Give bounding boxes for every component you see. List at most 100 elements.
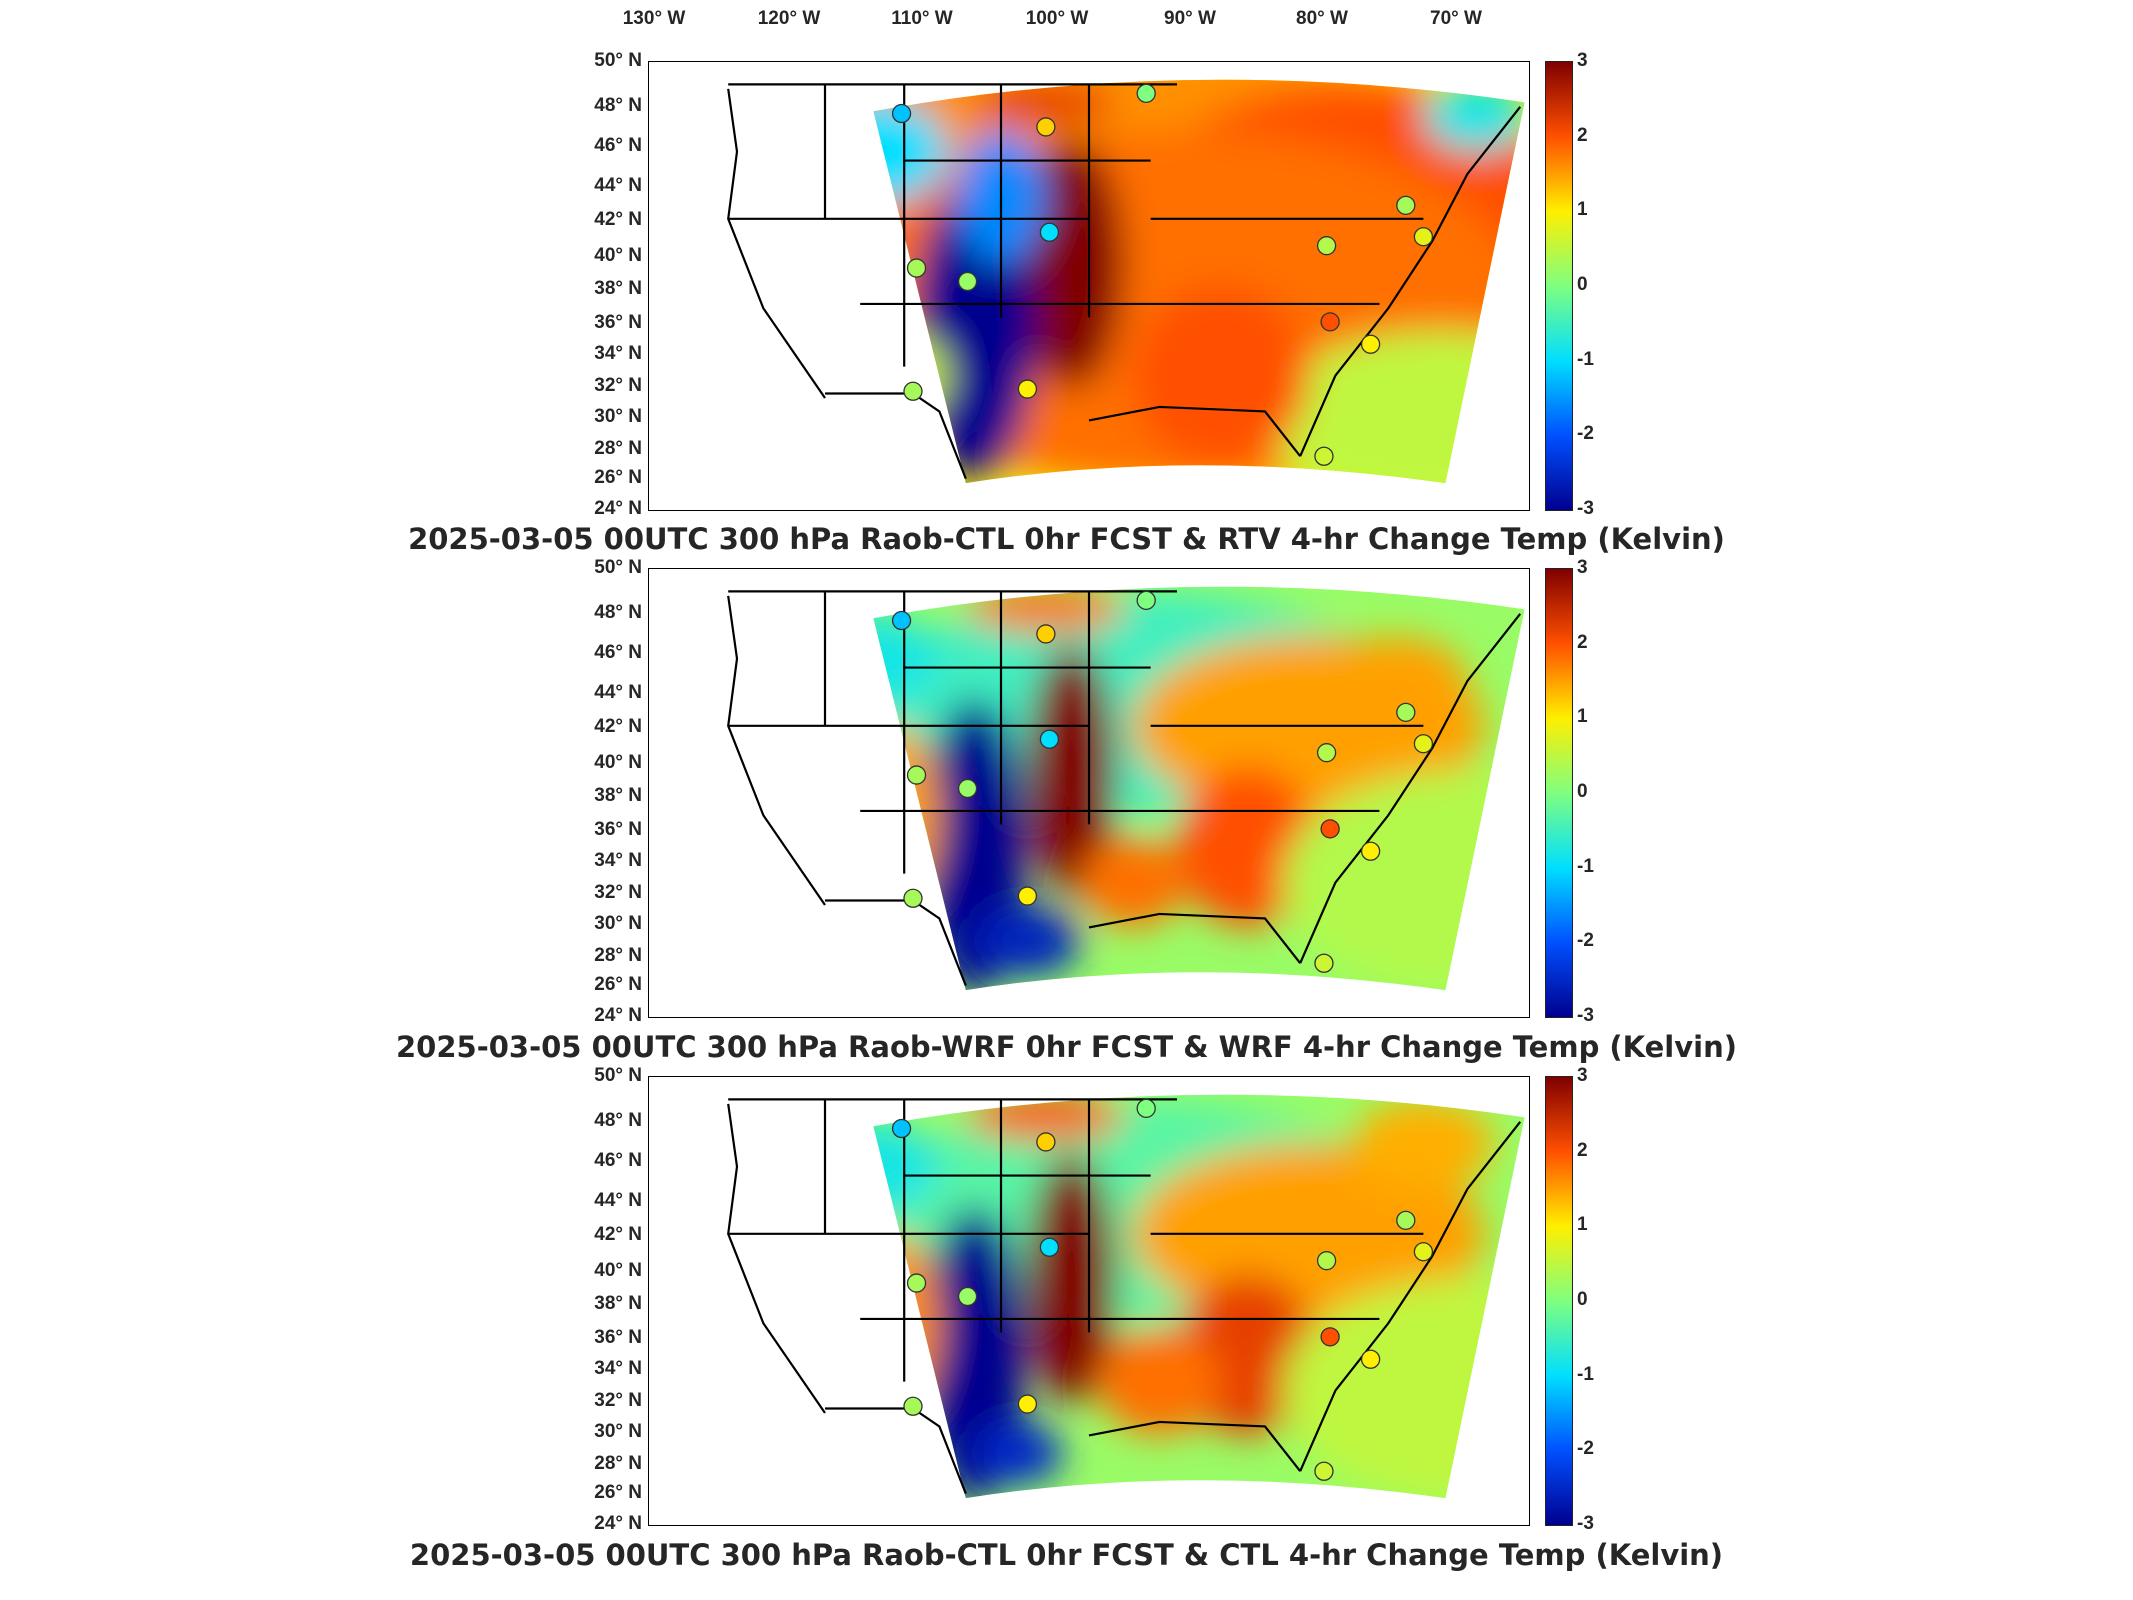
lat-label: 36° N: [594, 1327, 642, 1349]
raob-station-marker: [903, 381, 923, 401]
field-region: [1282, 770, 1525, 991]
colorbar: [1545, 1076, 1573, 1526]
lon-label: 110° W: [891, 8, 953, 29]
border-line: [1299, 1121, 1522, 1472]
field-region: [1080, 837, 1186, 928]
lat-label: 44° N: [594, 175, 642, 197]
colorbar-tick-label: 0: [1577, 274, 1588, 295]
raob-station-marker: [891, 103, 912, 124]
field-region: [1265, 330, 1525, 484]
field-region: [1282, 1278, 1525, 1499]
lat-label: 26° N: [594, 973, 642, 995]
raob-station-marker: [1360, 1349, 1381, 1369]
raob-station-marker: [1320, 819, 1340, 839]
raob-station-marker: [1039, 222, 1060, 242]
raob-station-marker: [1316, 236, 1337, 256]
lat-label: 36° N: [594, 312, 642, 334]
border-line: [825, 899, 967, 987]
colorbar-tick-label: 2: [1577, 124, 1588, 146]
map-panel-ctl: [648, 1076, 1530, 1526]
lat-label: 46° N: [594, 642, 642, 664]
lon-label: 130° W: [622, 8, 686, 29]
raob-station-marker: [1314, 1461, 1334, 1481]
lon-label: 70° W: [1430, 8, 1482, 29]
lat-label: 42° N: [594, 209, 642, 231]
raob-station-marker: [1017, 379, 1038, 399]
raob-station-marker: [906, 765, 927, 785]
panel-title: 2025-03-05 00UTC 300 hPa Raob-CTL 0hr FC…: [408, 522, 1725, 556]
lat-label: 38° N: [594, 1293, 642, 1315]
lat-label: 24° N: [594, 1513, 642, 1534]
field-region: [974, 1421, 1063, 1485]
colorbar-tick-label: 1: [1577, 1214, 1588, 1236]
field-region: [1027, 645, 1116, 897]
raob-station-marker: [1039, 729, 1060, 749]
raob-station-marker: [1017, 1394, 1038, 1414]
colorbar-tick-label: 1: [1577, 706, 1588, 728]
raob-station-marker: [1017, 886, 1038, 906]
border-line: [1088, 1420, 1302, 1472]
lat-label: 48° N: [594, 1109, 642, 1131]
field-region: [1353, 1099, 1494, 1189]
colorbar: [1545, 61, 1573, 511]
colorbar-tick-label: 2: [1577, 631, 1588, 653]
raob-station-marker: [1314, 446, 1334, 466]
raob-station-marker: [1320, 1327, 1340, 1347]
border-line: [1299, 613, 1522, 964]
lat-label: 26° N: [594, 1481, 642, 1503]
field-region: [974, 905, 1081, 977]
lat-label: 30° N: [594, 913, 642, 935]
colorbar-tick-label: -2: [1577, 1438, 1594, 1460]
colorbar-tick-label: -3: [1577, 1513, 1594, 1534]
raob-station-marker: [1413, 1242, 1434, 1262]
raob-station-marker: [1316, 1251, 1337, 1271]
field-region: [873, 97, 949, 206]
lat-label: 42° N: [594, 716, 642, 738]
colorbar-tick-label: 3: [1577, 1065, 1588, 1086]
field-region: [873, 725, 940, 905]
colorbar-tick-label: -1: [1577, 1363, 1594, 1385]
raob-station-marker: [1136, 1098, 1156, 1119]
lat-label: 32° N: [594, 881, 642, 903]
border-line: [825, 392, 967, 480]
field-region: [873, 613, 940, 704]
field-region: [1027, 1153, 1116, 1405]
lat-label: 48° N: [594, 601, 642, 623]
lat-label: 38° N: [594, 785, 642, 807]
lat-label: 36° N: [594, 819, 642, 841]
colorbar-tick-label: -3: [1577, 498, 1594, 519]
field-region: [1097, 1327, 1221, 1436]
colorbar-tick-label: 1: [1577, 199, 1588, 221]
border-line: [1088, 405, 1302, 457]
temperature-change-map: [727, 586, 1525, 991]
raob-station-marker: [903, 1396, 923, 1416]
field-region: [1177, 766, 1318, 928]
border-line: [1299, 106, 1522, 457]
raob-station-marker: [1396, 702, 1416, 723]
border-line: [1088, 912, 1302, 964]
colorbar-tick-label: 3: [1577, 50, 1588, 71]
raob-station-marker: [1314, 953, 1334, 973]
state-borders: [727, 83, 1522, 480]
temperature-change-map: [727, 79, 1525, 484]
border-line: [727, 595, 826, 906]
field-region: [1018, 138, 1125, 390]
lat-label: 46° N: [594, 135, 642, 157]
raob-station-marker: [903, 888, 923, 908]
lat-label: 46° N: [594, 1150, 642, 1172]
lat-label: 50° N: [594, 50, 642, 71]
lat-label: 50° N: [594, 1065, 642, 1086]
lat-label: 30° N: [594, 406, 642, 428]
field-region: [873, 1121, 940, 1212]
border-line: [727, 1103, 826, 1414]
raob-station-marker: [1039, 1237, 1060, 1257]
lat-label: 34° N: [594, 343, 642, 365]
raob-station-marker: [1396, 1210, 1416, 1231]
panel-title: 2025-03-05 00UTC 300 hPa Raob-WRF 0hr FC…: [395, 1030, 1737, 1064]
state-borders: [727, 1098, 1522, 1495]
colorbar-tick-label: -1: [1577, 855, 1594, 877]
lat-label: 26° N: [594, 466, 642, 488]
colorbar-tick-label: -1: [1577, 348, 1594, 370]
colorbar-tick-label: -3: [1577, 1005, 1594, 1026]
raob-station-marker: [1036, 1132, 1056, 1152]
